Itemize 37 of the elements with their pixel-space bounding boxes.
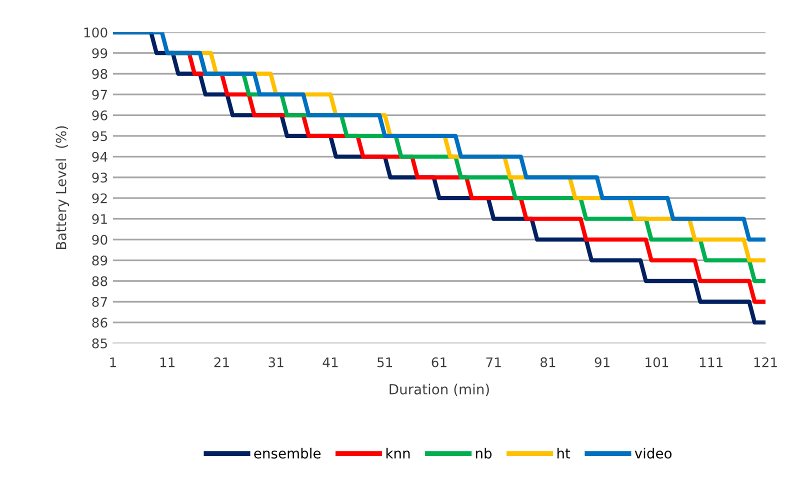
x-tick-label: 51 (377, 357, 392, 368)
y-tick-label: 95 (92, 131, 107, 142)
x-tick-label: 91 (594, 357, 610, 368)
y-tick-label: 94 (92, 152, 108, 162)
y-tick-label: 97 (92, 90, 107, 100)
y-tick-label: 91 (92, 214, 107, 224)
x-axis-title: Duration (min) (390, 384, 489, 396)
x-tick-label: 21 (214, 357, 229, 368)
y-tick-label: 85 (92, 338, 107, 348)
legend-label: knn (386, 448, 410, 458)
legend-label: nb (476, 448, 492, 459)
y-tick-label: 100 (84, 28, 108, 38)
x-tick-label: 101 (646, 357, 668, 368)
y-tick-label: 89 (92, 256, 108, 266)
y-tick-label: 99 (92, 48, 108, 58)
y-tick-label: 86 (92, 318, 108, 328)
x-tick-label: 81 (540, 357, 556, 368)
y-tick-label: 88 (92, 276, 108, 286)
x-tick-label: 61 (432, 357, 446, 368)
x-tick-label: 111 (700, 357, 723, 368)
legend-label: ht (557, 448, 570, 458)
x-tick-label: 71 (486, 357, 501, 368)
x-tick-label: 31 (268, 357, 284, 368)
line-series (112, 32, 766, 242)
y-tick-label: 87 (92, 296, 107, 307)
legend-label: video (634, 448, 672, 459)
y-tick-label: 92 (92, 193, 107, 204)
y-axis-title: Battery Level (%) (56, 126, 70, 250)
y-tick-label: 93 (92, 172, 108, 183)
x-tick-label: 1 (110, 357, 116, 368)
y-tick-label: 96 (92, 110, 108, 120)
y-tick-label: 98 (92, 68, 108, 79)
x-tick-label: 41 (322, 357, 338, 368)
legend-label: ensemble (254, 448, 321, 459)
x-tick-label: 11 (160, 357, 175, 368)
y-tick-label: 90 (92, 234, 108, 245)
x-tick-label: 121 (754, 357, 777, 368)
